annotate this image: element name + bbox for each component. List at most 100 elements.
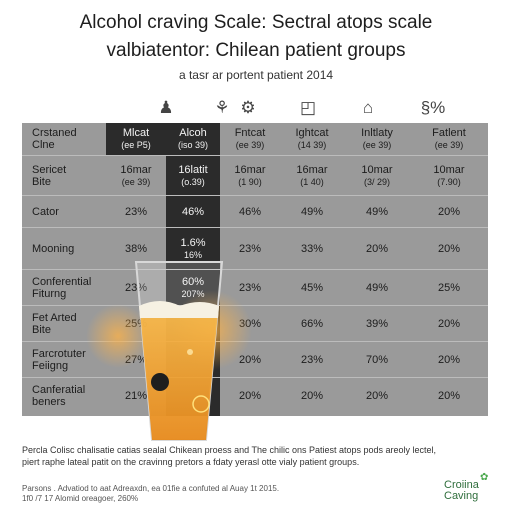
column-header: Fntcat (ee 39) (220, 123, 280, 155)
table-cell: 45% (280, 270, 344, 306)
table-cell: 49% (280, 196, 344, 228)
handle-dot (151, 373, 169, 391)
header-dark-cell (106, 123, 166, 155)
footnote: Percla Colisc chalisatie catias sealal C… (22, 444, 492, 468)
cell-text: (1 40) (300, 177, 324, 187)
table-cell: 25% (410, 270, 488, 306)
cell-text: (o.39) (181, 177, 205, 187)
logo-line2: Caving (444, 490, 479, 502)
row-label-text: Crstaned (32, 127, 77, 139)
table-cell: 10mar (7.90) (410, 156, 488, 196)
cell-text: 20% (238, 390, 262, 402)
column-sub: (ee 39) (434, 140, 464, 150)
row-label-text: Clne (32, 139, 55, 151)
table-cell: 46% (166, 196, 220, 228)
group-icon: ⚘ (214, 98, 230, 117)
table-cell: 16mar (1 90) (220, 156, 280, 196)
column-sub: (14 39) (297, 140, 327, 150)
row-label: Fet Arted Bite (22, 306, 106, 342)
row-label: Canferatial beners (22, 378, 106, 414)
row-label-text: Feiigng (32, 360, 69, 372)
footnote-line1: Percla Colisc chalisatie catias sealal C… (22, 445, 437, 455)
column-name: Inltlaty (361, 127, 393, 139)
table-cell: 20% (410, 306, 488, 342)
column-header: Inltlaty (ee 39) (344, 123, 410, 155)
row-label-text: Canferatial (32, 384, 86, 396)
table-cell: 60%207% (166, 270, 220, 306)
person-icon: ♟ (158, 98, 174, 117)
cell-text: 20% (437, 243, 461, 255)
cell-text: 20% (437, 354, 461, 366)
table-cell: 16latit (o.39) (166, 156, 220, 196)
table-header-row: Crstaned Clne Mlcat (ee P5) Alcoh (iso 39) Fnt… (22, 123, 488, 155)
row-label: Sericet Bite (22, 156, 106, 196)
cell-text: 46% (181, 206, 205, 218)
cell-text: 20% (365, 390, 389, 402)
table-cell: 23% (220, 228, 280, 270)
table-cell: 23% (220, 270, 280, 306)
cell-text: 20% (300, 390, 324, 402)
table-row: Sericet Bite 16mar (ee 39) 16latit (o.39) 16ma… (22, 155, 488, 196)
cell-text: 20% (437, 390, 461, 402)
column-name: Fatlent (432, 127, 466, 139)
table-cell: 33% (280, 228, 344, 270)
credit-line1: Parsons . Advatiod to aat Adreaxdn, ea 0… (22, 484, 280, 493)
table-cell: 20% (220, 342, 280, 378)
column-header: Mlcat (ee P5) (106, 123, 166, 155)
table-cell: 21% (106, 378, 166, 414)
bubble (192, 395, 210, 413)
column-header: Ightcat (14 39) (280, 123, 344, 155)
cell-text: 16mar (234, 164, 266, 176)
brand-logo: ✿ Croiina Caving (444, 472, 504, 502)
table-cell: 70% (344, 342, 410, 378)
logo-line1: Croiina (444, 479, 479, 491)
column-header: Alcoh (iso 39) (166, 123, 220, 155)
cell-text: (7.90) (437, 177, 461, 187)
cell-text: (1 90) (238, 177, 262, 187)
row-label: Conferential Fiturng (22, 270, 106, 306)
table-cell: 20% (280, 378, 344, 414)
cell-text: 46% (238, 206, 262, 218)
cell-text: 207% (181, 288, 204, 300)
chart-subtitle: a tasr ar portent patient 2014 (178, 68, 334, 82)
credit: Parsons . Advatiod to aat Adreaxdn, ea 0… (22, 484, 352, 504)
cell-text: 49% (300, 206, 324, 218)
row-label-text: Sericet (32, 164, 67, 176)
cell-text: 20% (437, 318, 461, 330)
cell-text: 16% (183, 250, 202, 260)
table-cell: 10mar (3/ 29) (344, 156, 410, 196)
table-cell: 20% (410, 228, 488, 270)
cell-text: 23% (300, 354, 324, 366)
table-row: Canferatial beners 21% 20% 20% 20% 20% (22, 377, 488, 414)
table-cell: 23% (106, 270, 166, 306)
credit-line2: 1f0 /7 17 Alomid oreagoer, 260% (22, 494, 139, 503)
row-label: Cator (22, 196, 106, 228)
cell-text: 38% (124, 243, 148, 255)
row-label-text: Fiturng (32, 288, 67, 300)
table-cell: 49% (344, 270, 410, 306)
cell-text: 20% (238, 354, 262, 366)
table-row: Mooning 38% 1.6% 16% 23% 33% 20% 20% (22, 227, 488, 270)
table-cell: 16mar (1 40) (280, 156, 344, 196)
cell-text: 1.6% (180, 237, 206, 249)
cell-text: (ee 39) (121, 177, 151, 187)
data-table: Crstaned Clne Mlcat (ee P5) Alcoh (iso 39) Fnt… (22, 123, 488, 416)
table-cell: 20% (220, 378, 280, 414)
cell-text: 21% (124, 390, 148, 402)
column-sub: (ee 39) (235, 140, 265, 150)
home-icon: ⌂ (362, 98, 374, 117)
box-icon: ◰ (299, 98, 317, 117)
table-cell: 20% (344, 378, 410, 414)
row-label-text: Fet Arted (32, 312, 77, 324)
cell-text: 66% (300, 318, 324, 330)
chart-title-line1: Alcohol craving Scale: Sectral atops sca… (79, 12, 433, 33)
table-cell: 49% (344, 196, 410, 228)
table-cell: 38% (106, 228, 166, 270)
row-label-text: Cator (32, 206, 59, 218)
row-label-text: Bite (32, 324, 51, 336)
row-label-text: Bite (32, 176, 51, 188)
column-name: Fntcat (234, 127, 266, 139)
column-sub: (ee 39) (362, 140, 392, 150)
cell-text: 20% (437, 206, 461, 218)
